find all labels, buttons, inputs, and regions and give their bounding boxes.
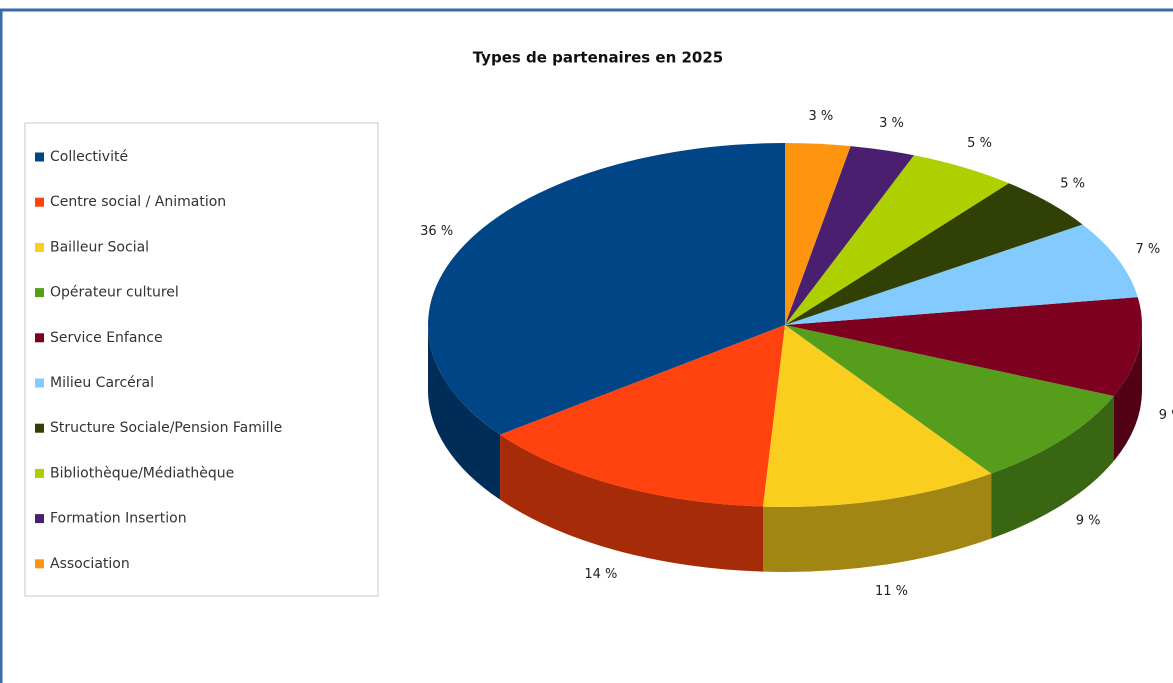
legend-label: Formation Insertion <box>50 511 187 527</box>
data-label: 9 % <box>1159 408 1173 423</box>
pie-slice <box>785 224 1138 325</box>
pie-side <box>1113 325 1142 461</box>
legend-label: Bibliothèque/Médiathèque <box>50 465 234 481</box>
data-label: 5 % <box>1060 176 1085 191</box>
data-label: 3 % <box>809 109 834 124</box>
legend-swatch <box>35 242 44 252</box>
legend-label: Centre social / Animation <box>50 194 226 210</box>
pie-side-shade <box>500 434 764 572</box>
legend-label: Bailleur Social <box>50 239 149 255</box>
labels: 36 % 14 % 11 % 9 % 9 % 7 % 5 % 5 % 3 % 3 % <box>420 109 1173 599</box>
pie-slice <box>785 325 1114 474</box>
data-label: 3 % <box>879 116 904 131</box>
legend-label: Milieu Carcéral <box>50 375 154 391</box>
legend-label: Opérateur culturel <box>50 285 179 301</box>
legend-box <box>24 122 379 597</box>
legend-swatch <box>35 378 44 388</box>
data-label: 7 % <box>1135 242 1160 257</box>
data-label: 14 % <box>584 567 617 582</box>
frame <box>0 8 1173 683</box>
pie-slice <box>785 297 1142 396</box>
pie-slice <box>785 146 914 325</box>
pie-slice <box>785 143 851 325</box>
pie-slice <box>785 155 1009 325</box>
legend-swatch <box>35 468 44 478</box>
pie-slice <box>785 183 1083 325</box>
data-label: 11 % <box>875 584 908 599</box>
legend-swatch <box>35 333 44 343</box>
pie-side <box>500 434 764 572</box>
legend-swatch <box>35 152 44 162</box>
pie-side-shade <box>428 325 501 500</box>
pie-side <box>763 473 992 572</box>
legend-swatch <box>35 559 44 569</box>
pie-tops <box>427 143 1142 508</box>
legend-swatch <box>35 514 44 524</box>
legend-swatch <box>35 197 44 207</box>
legend-swatch <box>35 423 44 433</box>
legend-label: Association <box>50 556 130 572</box>
pie-side-shade <box>991 395 1114 539</box>
pie-side-shade <box>1113 325 1142 461</box>
pie-sides <box>428 325 1142 572</box>
pie-slice <box>500 325 785 507</box>
legend-label: Service Enfance <box>50 330 163 346</box>
data-label: 36 % <box>420 224 453 239</box>
legend: Collectivité Centre social / Animation Bai… <box>35 149 282 572</box>
pie-side <box>991 395 1114 539</box>
pie-side-shade <box>763 473 992 572</box>
legend-label: Structure Sociale/Pension Famille <box>50 420 282 436</box>
data-label: 5 % <box>967 136 992 151</box>
chart-title: Types de partenaires en 2025 <box>473 49 724 67</box>
legend-swatch <box>35 288 44 298</box>
pie-slice <box>427 143 785 435</box>
legend-label: Collectivité <box>50 149 128 165</box>
pie-side <box>428 325 501 500</box>
pie-slice <box>763 325 992 508</box>
data-label: 9 % <box>1076 514 1101 529</box>
